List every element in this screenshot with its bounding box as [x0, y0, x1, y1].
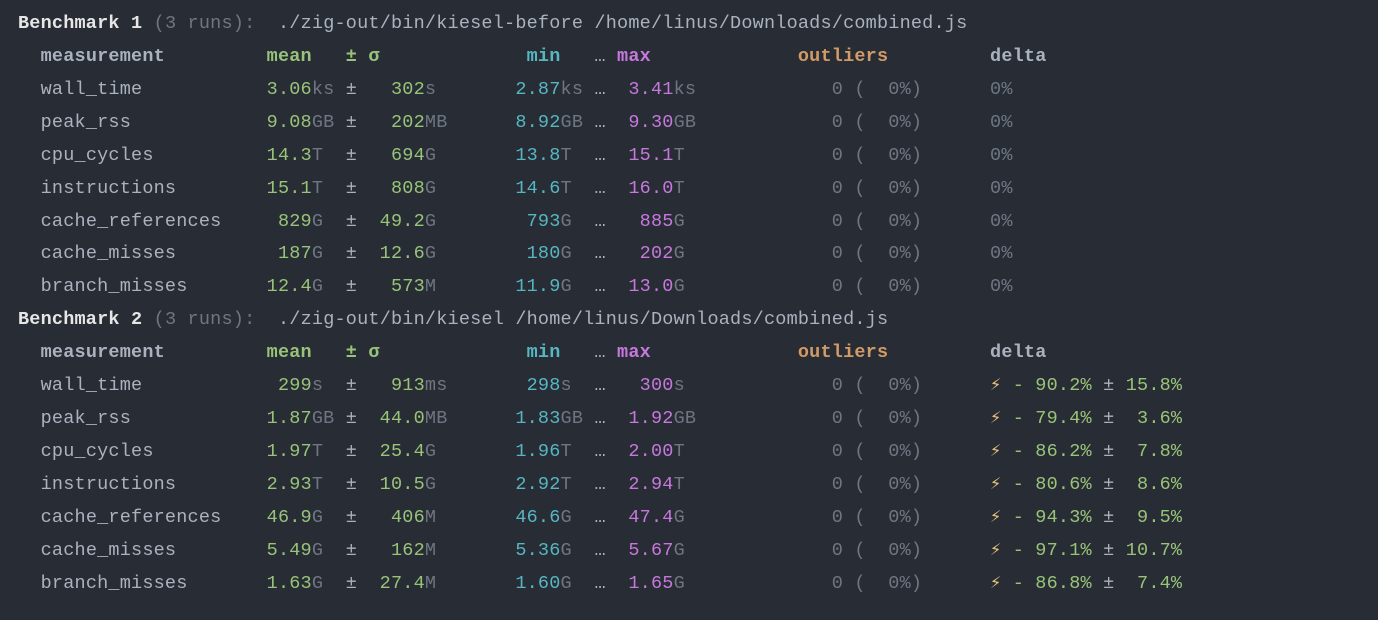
measurement-row: peak_rss 1.87GB ± 44.0MB 1.83GB … 1.92GB… — [18, 403, 1368, 436]
measurement-row: peak_rss 9.08GB ± 202MB 8.92GB … 9.30GB … — [18, 107, 1368, 140]
measurement-row: cache_references 829G ± 49.2G 793G … 885… — [18, 206, 1368, 239]
measurement-row: instructions 2.93T ± 10.5G 2.92T … 2.94T… — [18, 469, 1368, 502]
measurement-row: wall_time 299s ± 913ms 298s … 300s 0 ( 0… — [18, 370, 1368, 403]
table-header: measurement mean ± σ min … max outliers … — [18, 337, 1368, 370]
measurement-row: instructions 15.1T ± 808G 14.6T … 16.0T … — [18, 173, 1368, 206]
benchmark-title: Benchmark 1 (3 runs): ./zig-out/bin/kies… — [18, 8, 1368, 41]
measurement-row: cache_misses 187G ± 12.6G 180G … 202G 0 … — [18, 238, 1368, 271]
measurement-row: branch_misses 12.4G ± 573M 11.9G … 13.0G… — [18, 271, 1368, 304]
table-header: measurement mean ± σ min … max outliers … — [18, 41, 1368, 74]
measurement-row: cpu_cycles 14.3T ± 694G 13.8T … 15.1T 0 … — [18, 140, 1368, 173]
measurement-row: branch_misses 1.63G ± 27.4M 1.60G … 1.65… — [18, 568, 1368, 601]
measurement-row: cache_misses 5.49G ± 162M 5.36G … 5.67G … — [18, 535, 1368, 568]
measurement-row: cache_references 46.9G ± 406M 46.6G … 47… — [18, 502, 1368, 535]
terminal-output: Benchmark 1 (3 runs): ./zig-out/bin/kies… — [0, 0, 1378, 609]
measurement-row: cpu_cycles 1.97T ± 25.4G 1.96T … 2.00T 0… — [18, 436, 1368, 469]
measurement-row: wall_time 3.06ks ± 302s 2.87ks … 3.41ks … — [18, 74, 1368, 107]
benchmark-title: Benchmark 2 (3 runs): ./zig-out/bin/kies… — [18, 304, 1368, 337]
